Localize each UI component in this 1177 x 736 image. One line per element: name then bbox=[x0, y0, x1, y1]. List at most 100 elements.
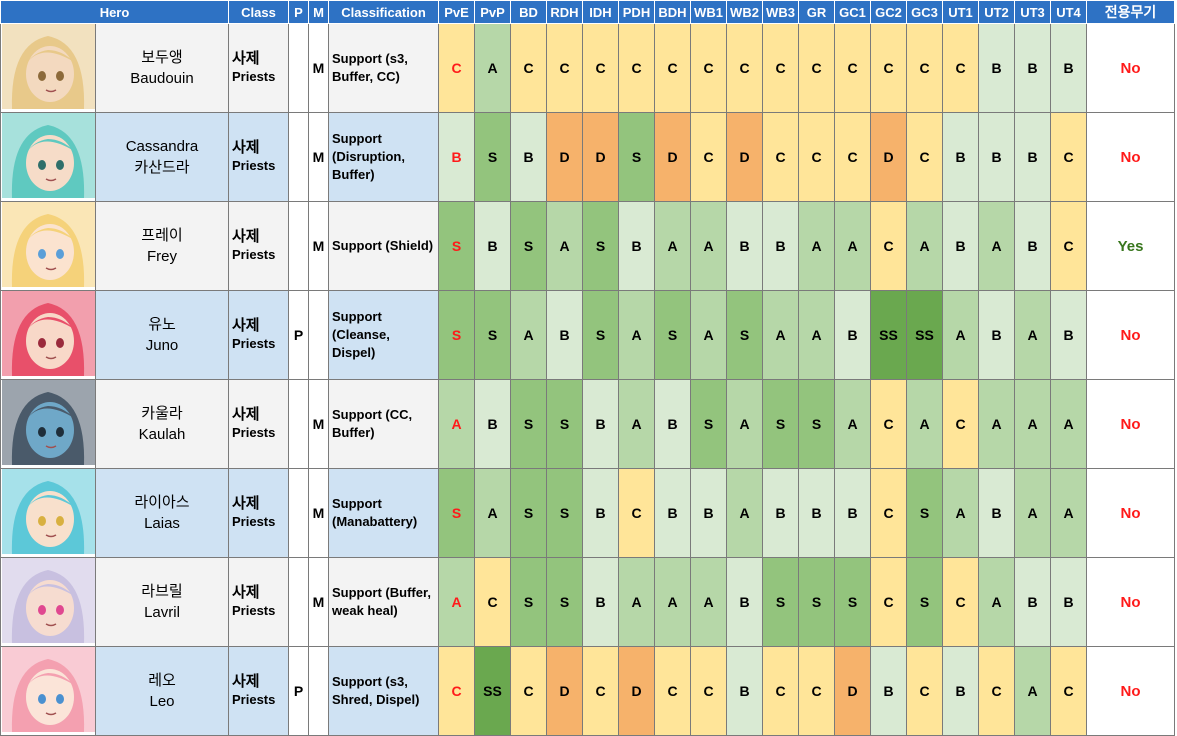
grade-wb2: B bbox=[726, 557, 763, 647]
juno-portrait bbox=[0, 290, 96, 380]
exclusive-weapon: No bbox=[1086, 557, 1175, 647]
damage-type-p bbox=[288, 379, 309, 469]
hero-classification: Support (s3, Shred, Dispel) bbox=[328, 646, 439, 736]
header-bd: BD bbox=[510, 0, 547, 24]
damage-type-m bbox=[308, 646, 329, 736]
damage-type-p: P bbox=[288, 646, 309, 736]
grade-ut1: B bbox=[942, 112, 979, 202]
damage-type-m: M bbox=[308, 23, 329, 113]
header-wb3: WB3 bbox=[762, 0, 799, 24]
grade-ut3: B bbox=[1014, 557, 1051, 647]
baudouin-portrait bbox=[0, 23, 96, 113]
hero-row-lavril: 라브릴 Lavril 사제 Priests M Support (Buffer, weak … bbox=[0, 557, 1175, 647]
header-wb1: WB1 bbox=[690, 0, 727, 24]
grade-pve: C bbox=[438, 23, 475, 113]
hero-name-en: Laias bbox=[144, 515, 180, 532]
class-en: Priests bbox=[232, 336, 276, 351]
header-exclusive-weapon: 전용무기 bbox=[1086, 0, 1175, 24]
exclusive-weapon: No bbox=[1086, 290, 1175, 380]
grade-pve: A bbox=[438, 557, 475, 647]
grade-ut4: B bbox=[1050, 290, 1087, 380]
grade-pvp: A bbox=[474, 468, 511, 558]
grade-bdh: B bbox=[654, 379, 691, 469]
grade-wb1: A bbox=[690, 290, 727, 380]
grade-pve: S bbox=[438, 468, 475, 558]
grade-pvp: S bbox=[474, 112, 511, 202]
hero-name-en: Kaulah bbox=[138, 426, 186, 443]
header-pdh: PDH bbox=[618, 0, 655, 24]
grade-ut3: A bbox=[1014, 468, 1051, 558]
class-ko: 사제 bbox=[232, 406, 260, 423]
damage-type-m: M bbox=[308, 557, 329, 647]
header-m: M bbox=[308, 0, 329, 24]
grade-gc1: A bbox=[834, 379, 871, 469]
grade-gc3: SS bbox=[906, 290, 943, 380]
exclusive-weapon: Yes bbox=[1086, 201, 1175, 291]
class-ko: 사제 bbox=[232, 495, 260, 512]
classification-line: (Disruption, bbox=[332, 149, 405, 164]
grade-gc3: A bbox=[906, 201, 943, 291]
class-en: Priests bbox=[232, 692, 276, 707]
damage-type-p bbox=[288, 201, 309, 291]
grade-gc2: C bbox=[870, 23, 907, 113]
classification-line: Support (Shield) bbox=[332, 238, 434, 253]
grade-gc2: C bbox=[870, 201, 907, 291]
hero-name-en: Lavril bbox=[144, 604, 180, 621]
grade-wb1: S bbox=[690, 379, 727, 469]
grade-ut1: A bbox=[942, 290, 979, 380]
hero-row-juno: 유노 Juno 사제 Priests P Support (Cleanse, Dispel) S… bbox=[0, 290, 1175, 380]
classification-line: weak heal) bbox=[332, 603, 398, 618]
grade-bdh: S bbox=[654, 290, 691, 380]
classification-line: Buffer) bbox=[332, 167, 375, 182]
grade-gc1: D bbox=[834, 646, 871, 736]
grade-wb1: B bbox=[690, 468, 727, 558]
hero-classification: Support (s3, Buffer, CC) bbox=[328, 23, 439, 113]
grade-gr: C bbox=[798, 646, 835, 736]
grade-pdh: B bbox=[618, 201, 655, 291]
table-body: 보두앵 Baudouin 사제 Priests M Support (s3, Buffer,… bbox=[0, 23, 1175, 736]
header-rdh: RDH bbox=[546, 0, 583, 24]
hero-classification: Support (Shield) bbox=[328, 201, 439, 291]
kaulah-portrait bbox=[0, 379, 96, 469]
grade-ut4: B bbox=[1050, 23, 1087, 113]
classification-line: Support bbox=[332, 309, 382, 324]
grade-rdh: S bbox=[546, 379, 583, 469]
grade-wb1: C bbox=[690, 112, 727, 202]
grade-gc3: C bbox=[906, 23, 943, 113]
grade-gc1: B bbox=[834, 468, 871, 558]
classification-line: Dispel) bbox=[332, 345, 376, 360]
grade-gc2: C bbox=[870, 557, 907, 647]
damage-type-m: M bbox=[308, 379, 329, 469]
grade-ut3: B bbox=[1014, 112, 1051, 202]
hero-name: 보두앵 Baudouin bbox=[95, 23, 229, 113]
hero-name-ko: 보두앵 bbox=[141, 49, 183, 66]
grade-pdh: S bbox=[618, 112, 655, 202]
grade-pve: A bbox=[438, 379, 475, 469]
classification-line: Buffer) bbox=[332, 425, 375, 440]
grade-gr: B bbox=[798, 468, 835, 558]
grade-pvp: B bbox=[474, 201, 511, 291]
hero-name-ko: 라이아스 bbox=[134, 494, 190, 511]
grade-bdh: C bbox=[654, 646, 691, 736]
grade-ut2: A bbox=[978, 201, 1015, 291]
hero-name-en: Cassandra bbox=[125, 138, 199, 155]
grade-ut4: C bbox=[1050, 112, 1087, 202]
exclusive-weapon: No bbox=[1086, 112, 1175, 202]
class-ko: 사제 bbox=[232, 139, 260, 156]
grade-ut4: A bbox=[1050, 379, 1087, 469]
grade-wb3: S bbox=[762, 379, 799, 469]
grade-ut1: B bbox=[942, 201, 979, 291]
grade-pdh: A bbox=[618, 379, 655, 469]
hero-name-en: Baudouin bbox=[130, 70, 194, 87]
grade-pvp: B bbox=[474, 379, 511, 469]
classification-line: (Manabattery) bbox=[332, 514, 418, 529]
grade-wb1: C bbox=[690, 23, 727, 113]
grade-wb2: A bbox=[726, 379, 763, 469]
hero-row-cassandra: Cassandra 카산드라 사제 Priests M Support (Disruptio… bbox=[0, 112, 1175, 202]
hero-name-ko: 프레이 bbox=[141, 227, 183, 244]
exclusive-weapon: No bbox=[1086, 646, 1175, 736]
grade-pvp: SS bbox=[474, 646, 511, 736]
class-ko: 사제 bbox=[232, 50, 260, 67]
damage-type-m: M bbox=[308, 468, 329, 558]
grade-pve: S bbox=[438, 201, 475, 291]
